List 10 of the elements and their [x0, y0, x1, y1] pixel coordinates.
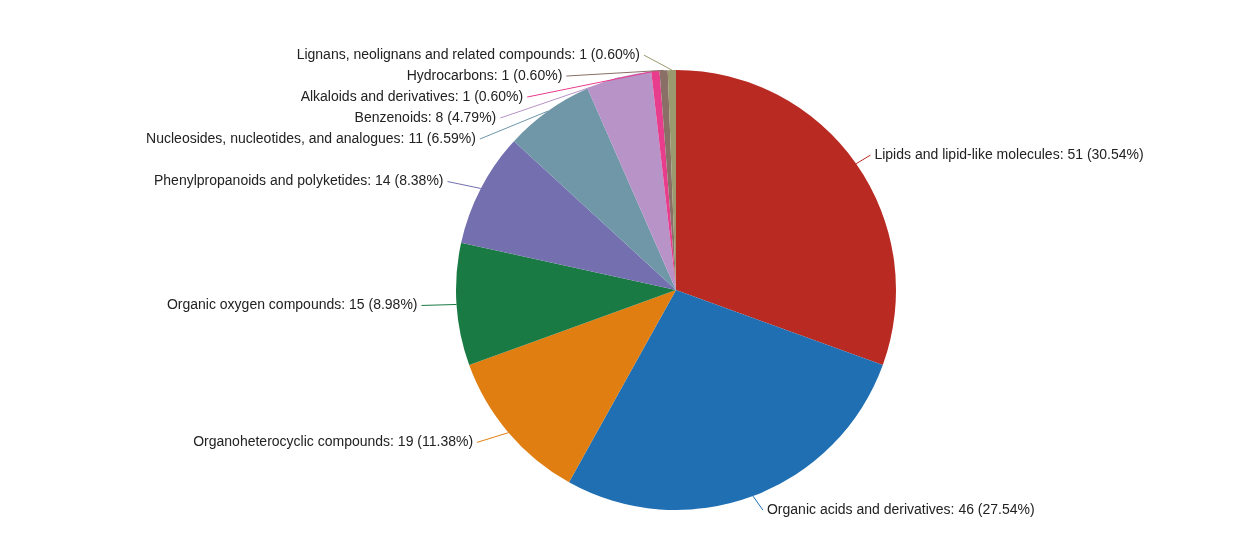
- slice-label: Benzenoids: 8 (4.79%): [354, 108, 497, 125]
- slice-label: Lignans, neolignans and related compounds: 1 (0.60%): [296, 45, 640, 62]
- slice-label: Phenylpropanoids and polyketides: 14 (8.38%): [153, 172, 444, 189]
- slice-label: Nucleosides, nucleotides, and analogues: 11 (6.59%): [146, 129, 476, 146]
- slice-label: Organoheterocyclic compounds: 19 (11.38%): [193, 433, 474, 450]
- slice-label: Hydrocarbons: 1 (0.60%): [406, 66, 563, 83]
- slice-label: Organic oxygen compounds: 15 (8.98%): [166, 296, 418, 313]
- slice-label: Organic acids and derivatives: 46 (27.54%): [766, 501, 1035, 518]
- slice-label: Alkaloids and derivatives: 1 (0.60%): [300, 87, 524, 104]
- slice-label: Lipids and lipid-like molecules: 51 (30.54%): [874, 145, 1144, 162]
